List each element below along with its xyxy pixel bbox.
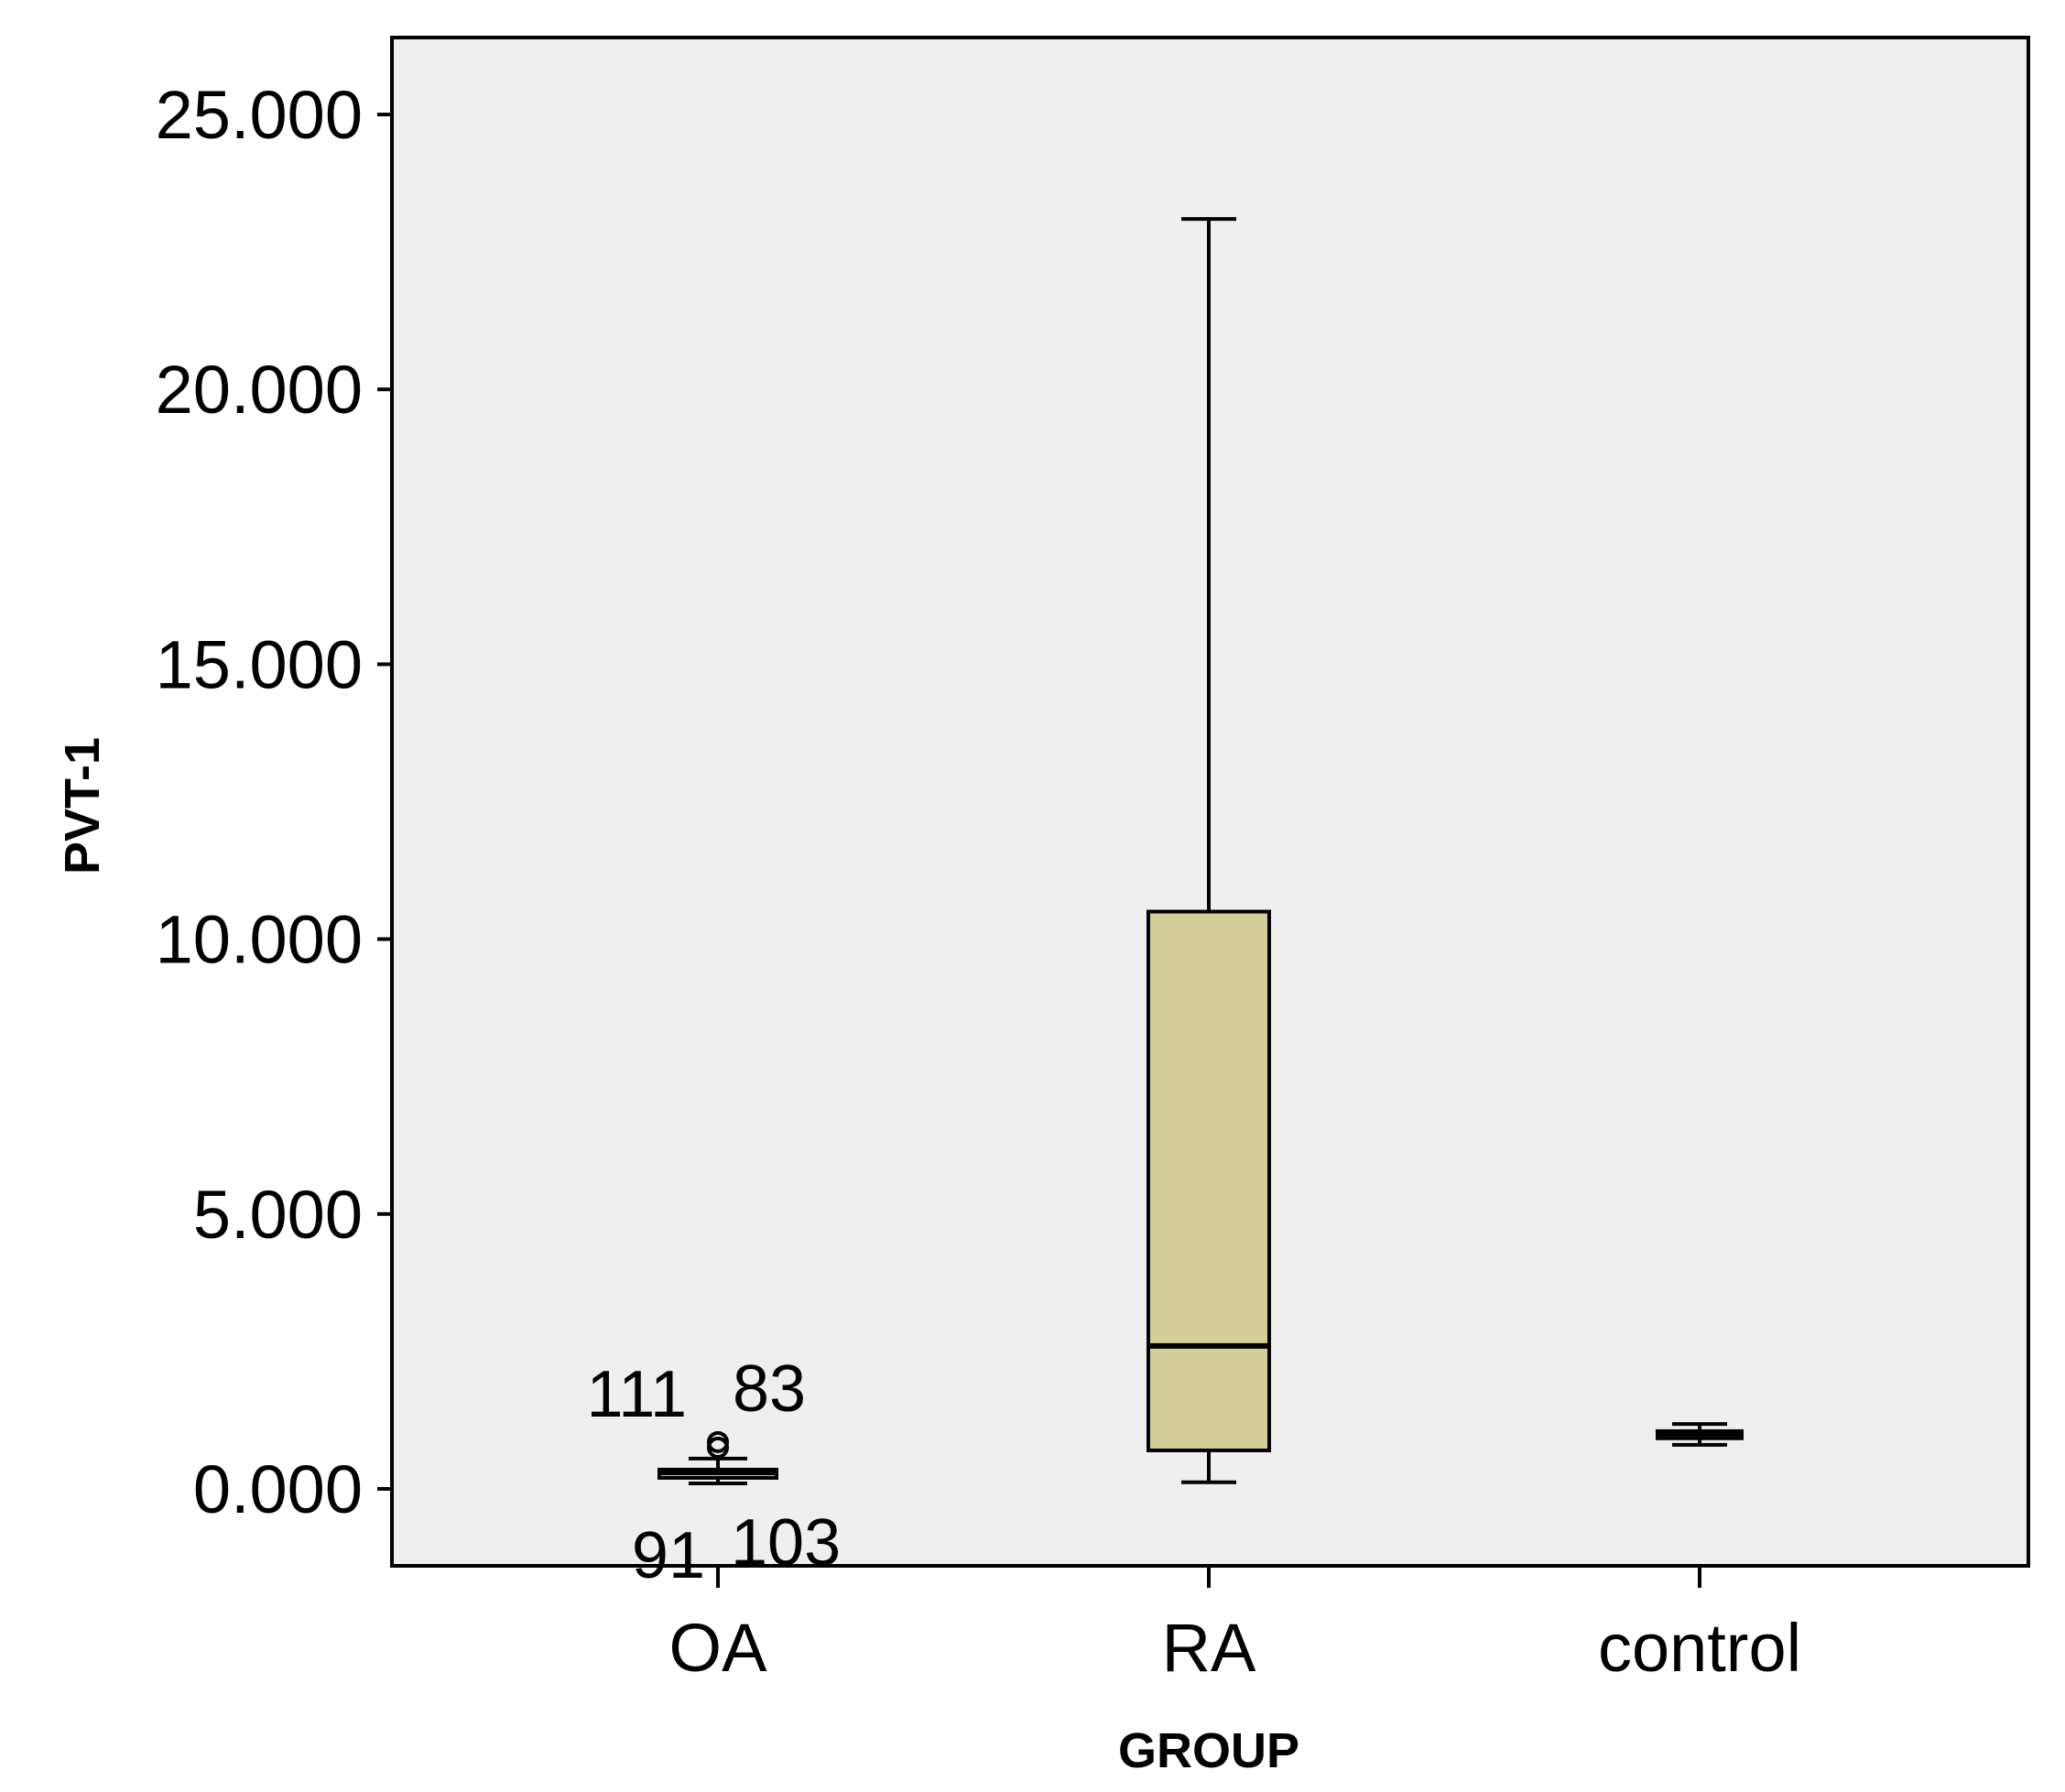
outliers: 111 83 91 103	[587, 1352, 842, 1592]
y-tick-label: 5.000	[193, 1177, 363, 1253]
box-control	[1656, 1422, 1744, 1447]
outlier-label: 103	[731, 1506, 841, 1580]
boxes	[658, 217, 1744, 1485]
y-tick-label: 25.000	[156, 77, 363, 153]
outlier-label: 83	[733, 1352, 806, 1426]
outlier-point	[707, 1436, 729, 1459]
outlier-label: 91	[632, 1519, 705, 1592]
y-tick-label: 20.000	[156, 352, 363, 428]
box-iqr	[1147, 909, 1271, 1452]
x-axis: OA RA control	[669, 1566, 1801, 1686]
box-ra	[1147, 217, 1271, 1484]
y-axis: 0.000 5.000 10.000 15.000 20.000 25.000	[156, 77, 392, 1527]
y-axis-title: PVT-1	[55, 737, 110, 874]
y-tick-label: 15.000	[156, 626, 363, 702]
y-tick-label: 0.000	[193, 1451, 363, 1527]
box-oa	[658, 1456, 778, 1485]
x-tick-label: control	[1598, 1610, 1801, 1686]
x-tick-label: OA	[669, 1610, 768, 1686]
x-axis-title: GROUP	[1118, 1723, 1299, 1778]
y-tick-label: 10.000	[156, 902, 363, 978]
x-tick-label: RA	[1162, 1610, 1256, 1686]
outlier-label: 111	[587, 1358, 687, 1431]
